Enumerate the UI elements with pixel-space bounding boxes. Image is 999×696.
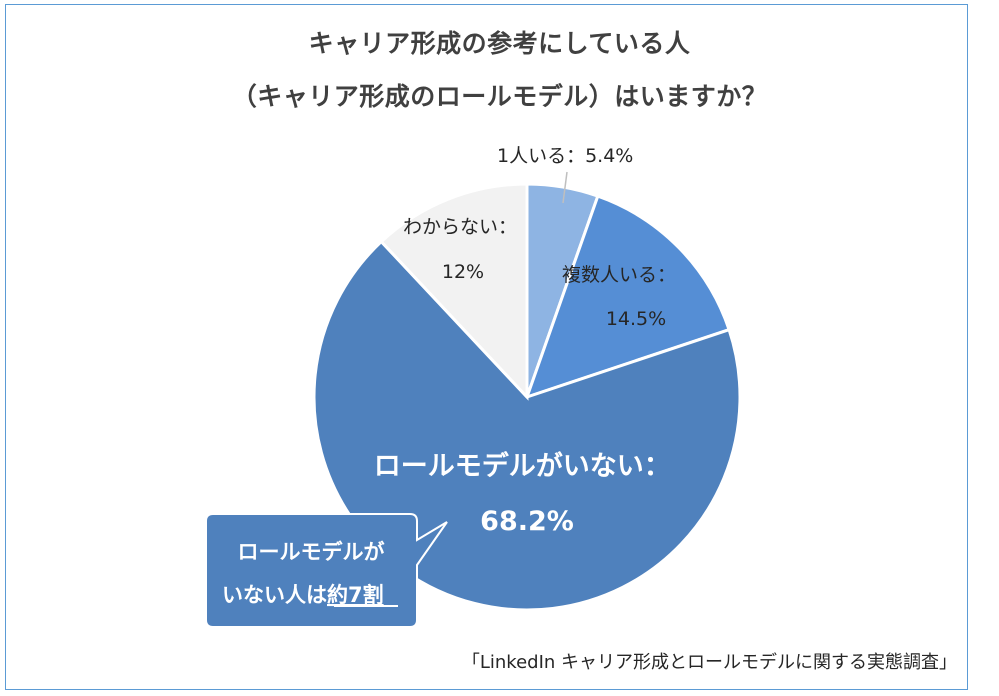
chart-title-line-2: （キャリア形成のロールモデル）はいますか？ xyxy=(231,82,768,111)
callout-line-2-prefix: いない人は xyxy=(222,583,327,607)
source-citation: 「LinkedIn キャリア形成とロールモデルに関する実態調査」 xyxy=(461,652,957,673)
slice-label-unknown: わからない： 12% xyxy=(403,216,523,283)
slice-none xyxy=(312,239,742,612)
callout-bubble: ロールモデルが いない人は約7割 xyxy=(205,513,448,628)
slice-label-one-person: 1人いる：5.4% xyxy=(497,145,633,167)
chart-title-line-1: キャリア形成の参考にしている人 xyxy=(308,29,691,58)
leader-line-one-person xyxy=(562,171,568,204)
callout-line-2: いない人は約7割 xyxy=(222,583,384,607)
slice-label-several: 複数人いる： 14.5% xyxy=(562,264,682,330)
callout-line-1: ロールモデルが xyxy=(238,540,385,564)
callout-line-2-emph: 約7割 xyxy=(327,583,384,607)
pie-slices xyxy=(312,182,742,612)
slice-label-none: ロールモデルがいない： 68.2% xyxy=(374,450,680,537)
slice-unknown xyxy=(379,182,529,401)
slice-several xyxy=(524,194,731,400)
callout-shape xyxy=(205,513,448,628)
